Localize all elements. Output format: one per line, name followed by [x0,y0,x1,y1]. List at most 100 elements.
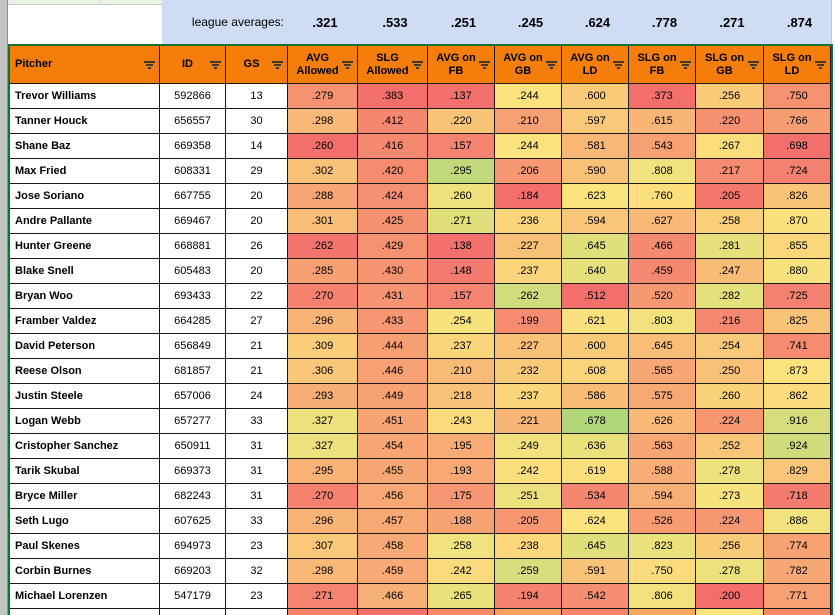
empty-top-left-cells[interactable] [8,0,162,44]
cell-stat-value[interactable]: .466 [629,234,696,259]
cell-games-started[interactable]: 27 [226,309,288,334]
cell-stat-value[interactable]: .221 [495,409,562,434]
cell-stat-value[interactable]: .265 [428,584,495,609]
cell-stat-value[interactable]: .458 [358,534,428,559]
cell-stat-value[interactable]: .199 [495,309,562,334]
cell-stat-value[interactable]: .534 [562,484,629,509]
cell-stat-value[interactable]: .301 [288,209,358,234]
cell-stat-value[interactable]: .626 [629,409,696,434]
cell-stat-value[interactable]: .218 [428,384,495,409]
cell-stat-value[interactable]: .282 [696,284,764,309]
cell-stat-value[interactable]: .281 [696,234,764,259]
cell-stat-value[interactable]: .254 [428,309,495,334]
cell-stat-value[interactable]: .431 [358,284,428,309]
cell-pitcher-name[interactable]: Andre Pallante [10,209,160,234]
cell-stat-value[interactable]: .273 [696,484,764,509]
cell-stat-value[interactable]: .588 [629,459,696,484]
league-average-value[interactable]: .533 [382,14,408,30]
league-average-value[interactable]: .271 [719,14,745,30]
cell-stat-value[interactable]: .886 [764,509,831,534]
cell-stat-value[interactable]: .175 [428,484,495,509]
cell-pitcher-name[interactable]: Jose Soriano [10,184,160,209]
cell-games-started[interactable]: 30 [226,109,288,134]
cell-stat-value[interactable]: .591 [562,559,629,584]
cell-stat-value[interactable]: .216 [696,309,764,334]
cell-stat-value[interactable]: .307 [288,534,358,559]
cell-stat-value[interactable]: .262 [288,234,358,259]
cell-stat-value[interactable]: .262 [495,284,562,309]
cell-stat-value[interactable]: .782 [764,559,831,584]
cell-stat-value[interactable]: .237 [495,384,562,409]
cell-stat-value[interactable]: .520 [629,284,696,309]
cell-stat-value[interactable]: .425 [358,209,428,234]
cell-stat-value[interactable]: .455 [358,459,428,484]
cell-stat-value[interactable]: .451 [358,409,428,434]
cell-games-started[interactable]: 32 [226,559,288,584]
cell-player-id[interactable]: 667755 [160,184,226,209]
cell-games-started[interactable]: 33 [226,509,288,534]
cell-games-started[interactable]: 23 [226,534,288,559]
cell-stat-value[interactable]: .194 [495,584,562,609]
cell-stat-value[interactable]: .766 [764,109,831,134]
cell-stat-value[interactable]: .594 [629,484,696,509]
cell-stat-value[interactable]: .750 [629,559,696,584]
league-average-value[interactable]: .321 [312,14,338,30]
cell-stat-value[interactable]: .581 [562,134,629,159]
cell-stat-value[interactable]: .615 [629,109,696,134]
column-header-slg-on-gb[interactable]: SLG on GB [696,46,764,84]
cell-stat-value[interactable]: .771 [764,584,831,609]
cell-stat-value[interactable]: .220 [428,109,495,134]
cell-stat-value[interactable]: .645 [629,334,696,359]
cell-stat-value[interactable]: .586 [562,384,629,409]
cell-stat-value[interactable]: .195 [428,434,495,459]
cell-player-id[interactable]: 656849 [160,334,226,359]
filter-icon[interactable] [478,60,491,70]
cell-stat-value[interactable]: .188 [428,509,495,534]
cell-player-id[interactable]: 694973 [160,534,226,559]
cell-stat-value[interactable]: .608 [562,359,629,384]
column-header-slg-allowed[interactable]: SLG Allowed [358,46,428,84]
cell-player-id[interactable]: 592866 [160,84,226,109]
cell-stat-value[interactable]: .808 [629,159,696,184]
cell-stat-value[interactable]: .242 [495,459,562,484]
cell-stat-value[interactable]: .383 [358,84,428,109]
cell-games-started[interactable]: 31 [226,434,288,459]
cell-stat-value[interactable]: .237 [428,334,495,359]
cell-stat-value[interactable]: .678 [562,409,629,434]
cell-games-started[interactable]: 31 [226,459,288,484]
cell-stat-value[interactable]: .621 [562,309,629,334]
cell-stat-value[interactable]: .542 [562,584,629,609]
cell-stat-value[interactable]: .260 [428,184,495,209]
cell-stat-value[interactable]: .296 [288,509,358,534]
cell-stat-value[interactable]: .271 [288,584,358,609]
cell-pitcher-name[interactable]: Cristopher Sanchez [10,434,160,459]
filter-icon[interactable] [271,60,284,70]
cell-stat-value[interactable]: .565 [629,359,696,384]
cell-stat-value[interactable]: .862 [764,384,831,409]
cell-stat-value[interactable]: .430 [358,259,428,284]
filter-icon[interactable] [341,60,354,70]
cell-stat-value[interactable]: .456 [358,484,428,509]
cell-player-id[interactable]: 669358 [160,134,226,159]
cell-games-started[interactable]: 26 [226,234,288,259]
cell-stat-value[interactable]: .238 [495,534,562,559]
cell-stat-value[interactable]: .157 [428,284,495,309]
cell-stat-value[interactable]: .278 [696,559,764,584]
league-average-value[interactable]: .245 [517,14,544,30]
cell-pitcher-name[interactable]: Bryan Woo [10,284,160,309]
cell-stat-value[interactable]: .256 [696,84,764,109]
cell-stat-value[interactable]: .433 [358,309,428,334]
cell-pitcher-name[interactable]: Trevor Williams [10,84,160,109]
cell-stat-value[interactable]: .256 [696,534,764,559]
league-average-value[interactable]: .624 [584,14,611,30]
cell-stat-value[interactable]: .645 [562,534,629,559]
cell-stat-value[interactable]: .270 [288,484,358,509]
cell-stat-value[interactable]: .220 [696,109,764,134]
cell-stat-value[interactable]: .870 [764,209,831,234]
cell-stat-value[interactable]: .600 [562,334,629,359]
cell-stat-value[interactable]: .252 [696,434,764,459]
cell-player-id[interactable]: 669467 [160,209,226,234]
cell-stat-value[interactable]: .774 [764,534,831,559]
cell-stat-value[interactable]: .193 [428,459,495,484]
cell-pitcher-name[interactable]: Shane Baz [10,134,160,159]
